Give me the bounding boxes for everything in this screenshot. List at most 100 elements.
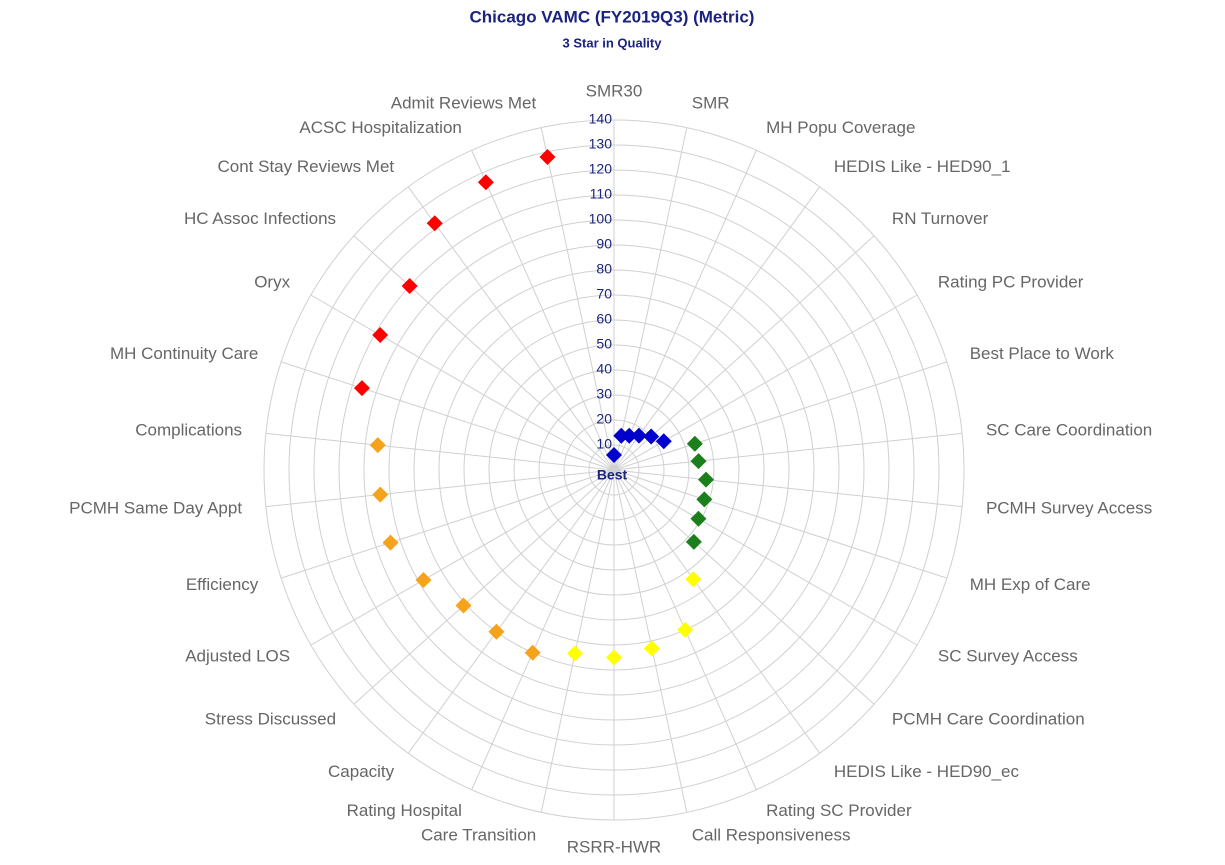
- category-label: SC Care Coordination: [986, 420, 1152, 439]
- data-point: [655, 433, 672, 450]
- data-point: [372, 486, 389, 503]
- spoke: [613, 469, 963, 508]
- data-point: [686, 435, 703, 452]
- r-tick-label: 60: [596, 311, 612, 327]
- spoke: [310, 469, 615, 646]
- data-point: [539, 148, 556, 165]
- data-point: [685, 533, 702, 550]
- data-point: [690, 510, 707, 527]
- category-label: RN Turnover: [892, 209, 989, 228]
- r-tick-label: 130: [589, 136, 613, 152]
- spoke: [265, 432, 615, 471]
- data-point: [697, 471, 714, 488]
- data-point: [621, 427, 638, 444]
- category-label: Oryx: [254, 272, 290, 291]
- spoke: [613, 235, 875, 471]
- r-tick-label: 100: [589, 211, 613, 227]
- spoke: [280, 361, 615, 471]
- category-label: RSRR-HWR: [567, 837, 661, 856]
- data-point: [372, 327, 389, 343]
- r-tick-label: 10: [596, 436, 612, 452]
- category-label: ACSC Hospitalization: [299, 118, 462, 137]
- category-label: SC Survey Access: [938, 646, 1078, 665]
- category-label: PCMH Care Coordination: [892, 710, 1085, 729]
- category-label: Care Transition: [421, 825, 536, 844]
- spoke: [407, 186, 615, 471]
- category-label: Adjusted LOS: [185, 646, 290, 665]
- r-tick-label: 90: [596, 236, 612, 252]
- category-label: Best Place to Work: [970, 344, 1115, 363]
- r-tick-label: 110: [590, 186, 613, 202]
- spoke: [353, 235, 615, 471]
- data-point: [488, 623, 505, 640]
- category-label: PCMH Same Day Appt: [69, 499, 242, 518]
- r-tick-label: 40: [596, 361, 612, 377]
- data-point: [353, 380, 370, 397]
- data-point: [643, 428, 660, 445]
- spoke: [471, 150, 615, 471]
- data-point: [524, 644, 541, 661]
- category-label: Admit Reviews Met: [391, 94, 537, 113]
- data-point: [685, 571, 702, 588]
- grid: [263, 119, 965, 821]
- spoke: [613, 361, 948, 471]
- data-point: [643, 640, 660, 657]
- r-tick-label: 80: [596, 261, 612, 277]
- spoke: [471, 469, 615, 790]
- data-point: [477, 174, 494, 191]
- spoke: [613, 469, 688, 813]
- category-label: HEDIS Like - HED90_ec: [834, 762, 1020, 781]
- category-label: MH Exp of Care: [970, 575, 1091, 594]
- data-point: [415, 572, 432, 588]
- data-point: [401, 277, 418, 294]
- spoke: [613, 469, 918, 646]
- data-point: [696, 491, 713, 508]
- data-point: [677, 621, 694, 638]
- r-tick-label: 50: [596, 336, 612, 352]
- spoke: [613, 469, 875, 705]
- category-label: Cont Stay Reviews Met: [217, 157, 394, 176]
- category-label: HC Assoc Infections: [184, 209, 336, 228]
- spoke: [613, 127, 688, 471]
- spoke: [613, 150, 757, 471]
- category-label: PCMH Survey Access: [986, 499, 1152, 518]
- spoke: [613, 469, 821, 754]
- category-label: Stress Discussed: [205, 710, 336, 729]
- data-point: [426, 215, 443, 232]
- spoke: [310, 294, 615, 471]
- category-label: Rating SC Provider: [766, 801, 912, 820]
- data-point: [630, 427, 647, 444]
- spoke: [265, 469, 615, 508]
- data-point: [382, 534, 399, 551]
- category-label: SMR30: [586, 81, 643, 100]
- data-point: [369, 437, 386, 454]
- spoke: [407, 469, 615, 754]
- category-label: HEDIS Like - HED90_1: [834, 157, 1011, 176]
- r-tick-label: 70: [596, 286, 612, 302]
- spoke: [540, 469, 615, 813]
- category-label: Efficiency: [186, 575, 259, 594]
- spoke: [353, 469, 615, 705]
- r-tick-label: 30: [596, 386, 612, 402]
- r-tick-label: Best: [597, 467, 628, 483]
- category-label: Rating PC Provider: [938, 272, 1084, 291]
- data-point: [606, 649, 622, 666]
- category-label: Complications: [135, 420, 242, 439]
- spoke: [613, 432, 963, 471]
- category-label: Rating Hospital: [347, 801, 462, 820]
- spoke: [280, 469, 615, 579]
- chart-title: Chicago VAMC (FY2019Q3) (Metric): [470, 7, 755, 26]
- data-point: [606, 447, 622, 463]
- category-label: MH Continuity Care: [110, 344, 258, 363]
- r-tick-label: 120: [589, 161, 613, 177]
- category-label: Capacity: [328, 762, 395, 781]
- data-point: [690, 453, 707, 470]
- r-tick-label: 20: [596, 411, 612, 427]
- chart-subtitle: 3 Star in Quality: [563, 35, 663, 50]
- data-point: [455, 597, 472, 614]
- spoke: [540, 127, 615, 471]
- r-tick-label: 140: [589, 111, 613, 127]
- data-point: [567, 645, 584, 662]
